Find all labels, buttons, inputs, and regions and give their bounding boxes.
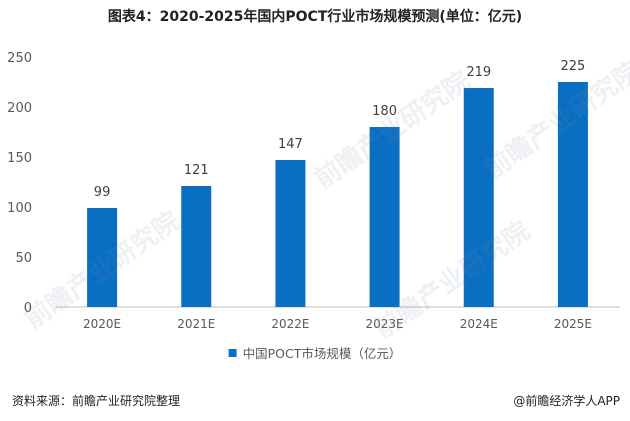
bar — [275, 160, 306, 307]
bar — [181, 186, 212, 307]
y-tick-label: 0 — [24, 301, 32, 316]
x-tick-label: 2023E — [366, 317, 404, 331]
data-label: 99 — [94, 185, 111, 200]
x-tick-label: 2021E — [177, 317, 215, 331]
data-label: 121 — [184, 163, 209, 178]
y-tick-label: 150 — [7, 151, 32, 166]
bar — [463, 88, 494, 307]
x-tick-label: 2024E — [460, 317, 498, 331]
y-tick-label: 200 — [7, 101, 32, 116]
source-note: 资料来源：前瞻产业研究院整理 — [12, 394, 181, 408]
data-label: 180 — [372, 104, 397, 119]
bar — [557, 82, 588, 307]
legend-swatch — [228, 349, 237, 357]
bar-chart: 0 50 100 150 200 250 99 2020E 121 2021E 147 2022E 18… — [7, 51, 620, 361]
legend-label: 中国POCT市场规模（亿元） — [243, 346, 402, 361]
y-tick-label: 50 — [15, 251, 32, 266]
x-tick-label: 2020E — [83, 317, 121, 331]
bar — [87, 208, 118, 307]
y-tick-label: 100 — [7, 201, 32, 216]
x-tick-label: 2025E — [554, 317, 592, 331]
data-label: 219 — [466, 65, 491, 80]
x-tick-label: 2022E — [271, 317, 309, 331]
data-label: 147 — [278, 137, 303, 152]
data-label: 225 — [561, 59, 586, 74]
y-tick-label: 250 — [7, 51, 32, 66]
bar — [369, 127, 400, 307]
chart-title: 图表4：2020-2025年国内POCT行业市场规模预测(单位：亿元) — [107, 9, 523, 25]
brand-credit: @前瞻经济学人APP — [513, 394, 620, 408]
